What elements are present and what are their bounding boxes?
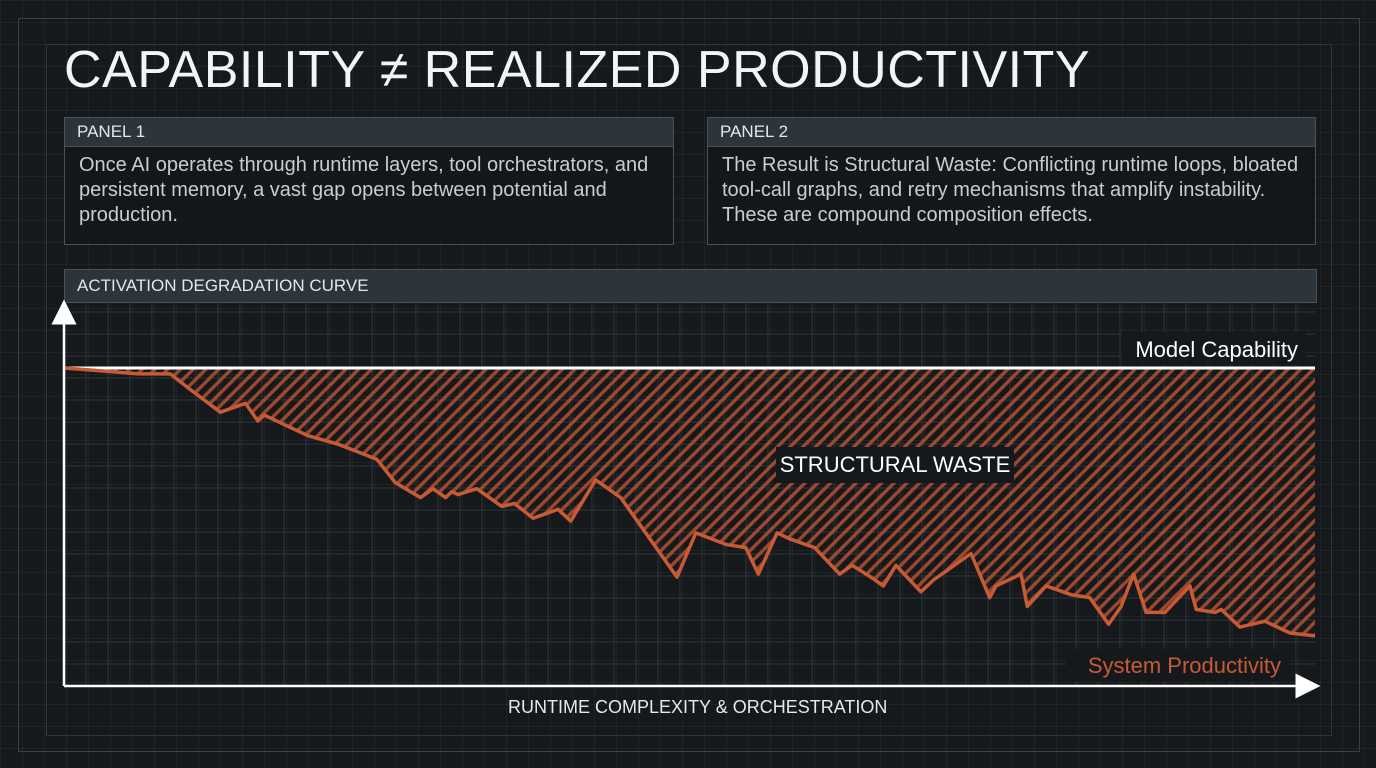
system-productivity-label: System Productivity [1088,653,1281,678]
panel-2: PANEL 2 The Result is Structural Waste: … [707,117,1316,245]
structural-waste-label: STRUCTURAL WASTE [780,452,1011,477]
outer-frame [18,18,1360,752]
x-axis-label: RUNTIME COMPLEXITY & ORCHESTRATION [508,697,888,717]
capability-label-bg [1122,332,1306,364]
system-productivity-line [63,366,1316,638]
inner-frame [46,44,1332,736]
structural-waste-area [64,368,1315,636]
chart-panel: ACTIVATION DEGRADATION CURVE [64,269,1317,303]
panel-1-heading: PANEL 1 [65,118,673,147]
productivity-label-bg [1066,649,1290,681]
chart-panel-title: ACTIVATION DEGRADATION CURVE [65,270,1316,302]
panel-1-text: Once AI operates through runtime layers,… [79,154,649,226]
panel-1: PANEL 1 Once AI operates through runtime… [64,117,674,245]
annotation-bg [776,447,1014,483]
panel-2-heading: PANEL 2 [708,118,1315,147]
model-capability-label: Model Capability [1135,337,1298,362]
panel-2-text: The Result is Structural Waste: Conflict… [722,154,1299,226]
page-title: CAPABILITY ≠ REALIZED PRODUCTIVITY [64,41,1091,99]
